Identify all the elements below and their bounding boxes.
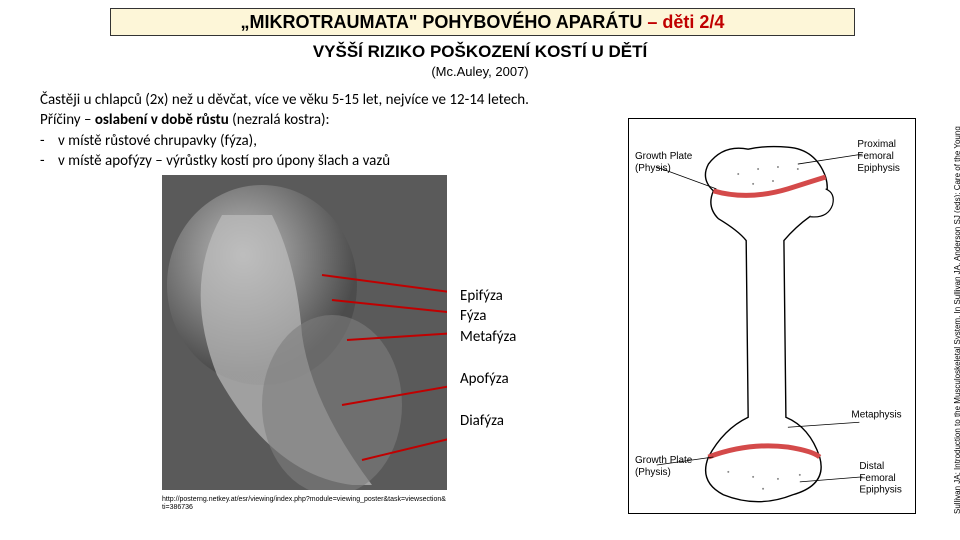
bone-lbl-tl1: Growth Plate [635,151,693,162]
title-pre: „MIKROTRAUMATA" POHYBOVÉHO APARÁTU [241,12,648,32]
label-epifyza: Epifýza [460,286,516,306]
title-wrap: „MIKROTRAUMATA" POHYBOVÉHO APARÁTU – dět… [241,12,725,33]
bone-diagram: Growth Plate (Physis) Proximal Femoral E… [628,118,916,514]
bone-lbl-bl1: Growth Plate [635,455,693,466]
bone-lbl-tr1: Proximal [857,139,896,150]
subtitle: VYŠŠÍ RIZIKO POŠKOZENÍ KOSTÍ U DĚTÍ [0,42,960,62]
bone-lbl-brr2: Femoral [859,473,895,484]
label-diafyza: Diafýza [460,411,516,431]
bone-lbl-tr3: Epiphysis [857,163,900,174]
slide-title-bar: „MIKROTRAUMATA" POHYBOVÉHO APARÁTU – dět… [110,8,855,36]
title-red: – děti 2/4 [647,12,724,32]
bone-lbl-brr1: Distal [859,461,884,472]
bone-lbl-bl2: (Physis) [635,467,671,478]
bone-lbl-brr3: Epiphysis [859,485,902,496]
label-fyza: Fýza [460,306,516,326]
body-line1: Častěji u chlapců (2x) než u děvčat, víc… [40,90,860,110]
bone-lbl-tl2: (Physis) [635,163,671,174]
label-metafyza: Metafýza [460,327,516,347]
side-citation: Sullivan JA: Introduction to the Musculo… [954,118,960,514]
anatomy-labels: Epifýza Fýza Metafýza Apofýza Diafýza [460,286,516,431]
xray-image [162,175,447,490]
label-apofyza: Apofýza [460,369,516,389]
citation: (Mc.Auley, 2007) [0,64,960,79]
xray-source: http://posterng.netkey.at/esr/viewing/in… [162,496,447,511]
bone-lbl-br1: Metaphysis [851,409,901,420]
bone-lbl-tr2: Femoral [857,151,893,162]
